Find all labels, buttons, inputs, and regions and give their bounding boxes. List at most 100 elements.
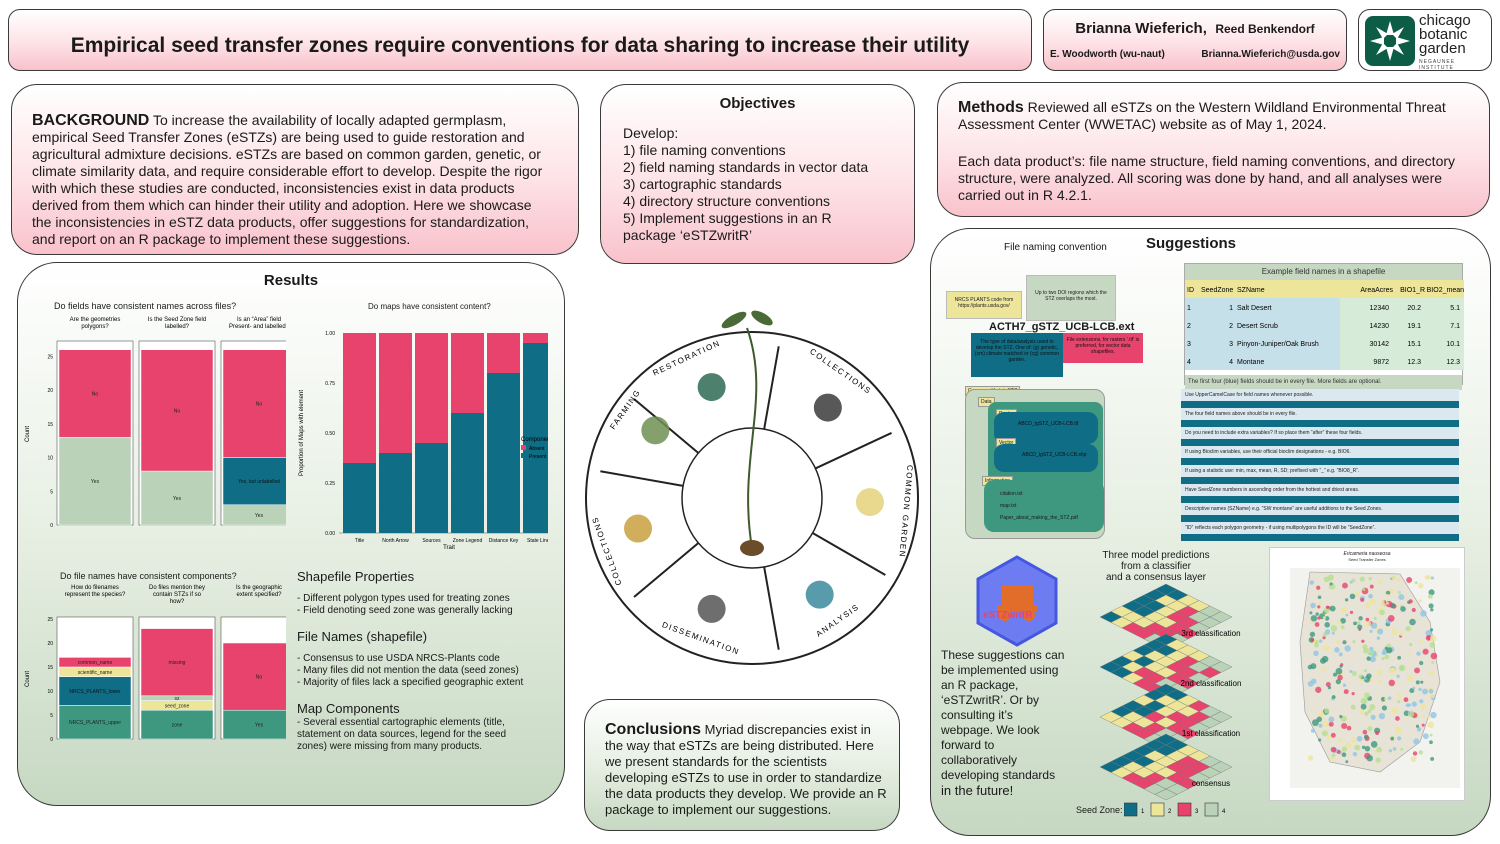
zone-patch — [1328, 716, 1335, 723]
zone-patch — [1400, 606, 1406, 612]
zone-patch — [1365, 603, 1371, 609]
zone-patch — [1405, 625, 1411, 632]
zone-patch — [1326, 734, 1332, 740]
authors-box: Brianna Wieferich, Reed Benkendorf E. Wo… — [1043, 9, 1347, 71]
zone-patch — [1375, 757, 1381, 763]
zone-patch — [1389, 588, 1395, 594]
package-text: consulting it’s — [941, 708, 1013, 722]
table-header-cell: AreaAcres — [1360, 287, 1393, 294]
zone-patch — [1429, 733, 1433, 737]
zone-patch — [1379, 609, 1385, 616]
bar-absent — [451, 333, 484, 413]
zone-patch — [1313, 650, 1319, 657]
zone-patch — [1316, 716, 1323, 723]
layer-label: 1st classification — [1182, 729, 1240, 738]
sector-illustration-icon — [697, 373, 726, 402]
zone-patch — [1408, 711, 1411, 715]
table-cell: 4 — [1187, 359, 1191, 366]
y-tick-label: 0.25 — [325, 481, 335, 487]
bar-segment-label: No — [92, 392, 99, 398]
panel-title: Present- and labelled? — [229, 324, 286, 330]
background-text: To increase the availability of locally … — [32, 112, 543, 247]
zone-patch — [1390, 667, 1396, 673]
legend-label: Present — [529, 454, 547, 460]
zone-patch — [1411, 701, 1417, 707]
seed-zone-swatch — [1177, 802, 1192, 817]
zone-patch — [1409, 618, 1416, 626]
bar-segment-label: seed_zone — [165, 703, 190, 709]
zone-patch — [1340, 607, 1348, 614]
zone-patch — [1430, 711, 1437, 719]
model-title: Three model predictions — [1102, 550, 1210, 561]
email: Brianna.Wieferich@usda.gov — [1201, 49, 1340, 60]
zone-patch — [1419, 638, 1423, 643]
zone-patch — [1328, 721, 1334, 727]
zone-patch — [1310, 728, 1315, 733]
table-header-cell: BIO2_mean — [1427, 287, 1464, 294]
zone-patch — [1418, 582, 1424, 589]
logo-box: chicago botanic garden NEGAUNEE INSTITUT… — [1358, 9, 1492, 71]
zone-patch — [1366, 754, 1373, 762]
zone-patch — [1369, 646, 1374, 651]
table-row-extra — [1340, 334, 1464, 352]
field-rules-list: Use UpperCamelCase for field names whene… — [1181, 389, 1459, 541]
zone-patch — [1360, 697, 1368, 705]
zone-patch — [1397, 693, 1402, 698]
seed-zone-value: 1 — [1141, 809, 1145, 815]
table-cell: 19.1 — [1407, 323, 1421, 330]
zone-patch — [1354, 744, 1361, 751]
zone-patch — [1378, 712, 1386, 720]
chart3-title: Do file names have consistent components… — [60, 571, 237, 581]
zone-patch — [1341, 722, 1348, 730]
wheel-divider — [763, 566, 780, 650]
legend-swatch — [521, 453, 526, 458]
zone-patch — [1360, 597, 1365, 602]
zone-patch — [1334, 647, 1340, 653]
zone-patch — [1392, 747, 1397, 751]
zone-patch — [1430, 652, 1438, 660]
zone-patch — [1421, 723, 1425, 727]
suggestions-box: Suggestions File naming convention NRCS … — [930, 228, 1491, 836]
fn-note-doi: Up to two DOI regions which the STZ over… — [1026, 275, 1116, 321]
zone-patch — [1375, 731, 1379, 735]
zone-patch — [1420, 610, 1427, 617]
table-cell: 12.3 — [1407, 359, 1421, 366]
bar-segment — [58, 676, 132, 706]
seed-zone-value: 4 — [1222, 809, 1226, 815]
chart-field-names: Count 0 5 10 15 20 25 Are the geometriespolygon… — [25, 317, 286, 529]
bar-present — [523, 343, 548, 533]
zone-patch — [1386, 647, 1393, 654]
zone-patch — [1363, 677, 1367, 681]
zone-patch — [1398, 664, 1406, 672]
sector-illustration-icon — [641, 416, 670, 445]
filenames-heading: File Names (shapefile) — [297, 629, 428, 644]
zone-patch — [1310, 663, 1317, 670]
bar-segment — [140, 349, 214, 472]
objectives-box: Objectives Develop: 1) file naming conve… — [600, 84, 915, 264]
x-tick-label: Distance Key — [489, 538, 519, 544]
x-tick-label: North Arrow — [382, 538, 409, 544]
conclusions-label: Conclusions — [605, 721, 702, 738]
mapcomp-heading: Map Components — [297, 701, 400, 716]
legend-label: Absent — [529, 446, 545, 452]
mapcomp-item: statement on data sources, legend for th… — [297, 729, 507, 740]
zone-patch — [1396, 674, 1400, 678]
conclusions-box: Conclusions Myriad discrepancies exist i… — [584, 699, 900, 831]
zone-patch — [1351, 671, 1357, 677]
zone-patch — [1422, 648, 1429, 655]
zone-patch — [1361, 745, 1366, 750]
table-cell: 1 — [1187, 305, 1191, 312]
author-1: Brianna Wieferich, — [1075, 20, 1207, 37]
table-cell: 3 — [1229, 341, 1233, 348]
bar-present — [487, 373, 520, 533]
panel-title: contain STZs if so — [153, 592, 202, 598]
filenames-item: - Many files did not mention the data (s… — [297, 665, 519, 676]
rule-item: The four field names above should be in … — [1181, 408, 1459, 420]
table-header-cell: SeedZone — [1201, 287, 1233, 294]
zone-patch — [1386, 643, 1391, 648]
zone-patch — [1317, 605, 1321, 609]
zone-patch — [1429, 628, 1434, 632]
seed-zone-map: Ericameria nauseosa Seed Transfer Zones — [1269, 547, 1465, 801]
y-tick-label: 0 — [50, 523, 53, 529]
chart-map-content: Proportion of Maps with element 0.00 0.25 0… — [299, 331, 548, 551]
